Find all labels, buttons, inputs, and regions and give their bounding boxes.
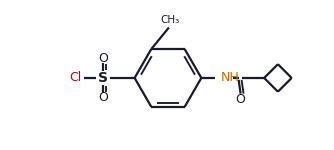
Text: Cl: Cl [69,71,82,84]
Text: NH: NH [221,71,240,84]
Text: O: O [236,93,245,106]
Text: S: S [98,71,108,85]
Text: CH₃: CH₃ [160,15,180,24]
Text: O: O [98,91,108,104]
Text: O: O [98,52,108,65]
